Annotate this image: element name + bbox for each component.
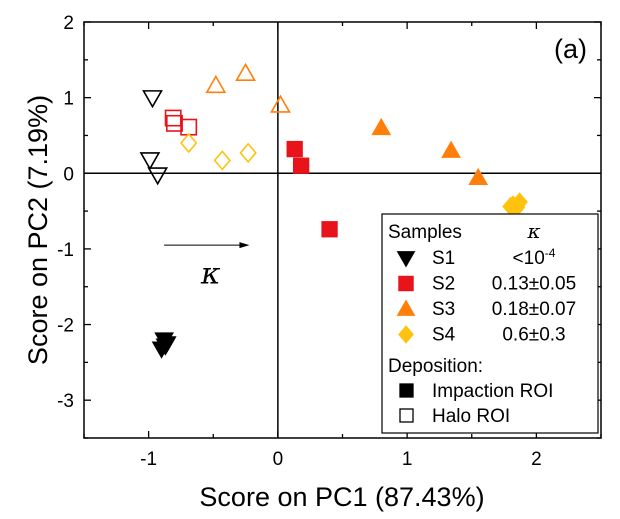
- point-s2-impaction: [321, 221, 338, 238]
- point-s3-halo: [270, 94, 291, 113]
- point-s2-halo: [164, 109, 182, 127]
- legend-marker-s4: [398, 325, 414, 344]
- legend-sample-label: S2: [432, 274, 455, 295]
- point-s3-halo: [235, 62, 256, 81]
- point-s3-impaction: [371, 117, 392, 136]
- legend-deposition-header: Deposition:: [388, 356, 483, 377]
- legend-deposition-marker: [399, 408, 414, 423]
- legend-header-kappa: κ: [526, 219, 540, 243]
- legend-kappa-exponent: -4: [545, 246, 556, 260]
- y-axis-title: Score on PC2 (7.19%): [23, 95, 53, 365]
- x-tick-label: 1: [402, 449, 413, 470]
- legend-deposition-marker: [399, 383, 414, 398]
- point-s1-impaction: [155, 338, 176, 356]
- legend-sample-label: S3: [432, 299, 455, 320]
- y-tick-label: 0: [63, 164, 74, 185]
- legend-kappa-value: 0.18±0.07: [492, 299, 576, 320]
- axis-ticks: -1 0 1 2 -3 -2 -1 0 1 2: [57, 13, 602, 470]
- data-points: [139, 62, 528, 359]
- y-tick-label: -2: [57, 316, 74, 337]
- legend-marker-s2: [398, 275, 414, 292]
- y-tick-label: -1: [57, 240, 74, 261]
- x-axis-title: Score on PC1 (87.43%): [199, 482, 484, 512]
- legend-header-samples: Samples: [388, 222, 462, 243]
- point-s1-halo: [142, 90, 163, 109]
- kappa-arrow-head: [239, 242, 250, 249]
- point-s2-impaction: [292, 157, 310, 174]
- kappa-annotation-label: κ: [200, 256, 221, 291]
- y-tick-label: -3: [57, 391, 74, 412]
- zero-lines: [84, 22, 601, 438]
- legend-deposition-label: Halo ROI: [432, 406, 510, 427]
- point-s1-halo: [147, 167, 169, 186]
- legend-kappa-value: 0.6±0.3: [502, 325, 565, 346]
- kappa-arrow-annotation: κ: [164, 242, 250, 291]
- legend-marker-s3: [396, 299, 416, 316]
- point-s2-halo: [180, 118, 198, 136]
- point-s4-halo: [179, 132, 198, 154]
- legend-sample-label: S1: [432, 248, 455, 269]
- point-s1-halo: [139, 152, 161, 171]
- point-s3-impaction: [441, 140, 461, 158]
- point-s2-impaction: [286, 140, 303, 158]
- legend-kappa-value: 0.13±0.05: [492, 274, 576, 295]
- point-s4-halo: [213, 150, 231, 171]
- x-tick-label: -1: [140, 449, 157, 470]
- point-s3-impaction: [468, 167, 489, 186]
- legend-box: [381, 213, 599, 434]
- panel-label: (a): [554, 34, 587, 64]
- y-tick-label: 1: [63, 89, 74, 110]
- y-tick-label: 2: [63, 13, 74, 34]
- point-s4-halo: [239, 142, 257, 164]
- point-s3-halo: [205, 74, 227, 94]
- x-tick-label: 2: [531, 449, 542, 470]
- legend-sample-label: S4: [432, 325, 456, 346]
- legend-marker-s1: [396, 251, 416, 268]
- legend-deposition-label: Impaction ROI: [432, 381, 553, 402]
- x-tick-label: 0: [273, 449, 284, 470]
- point-s2-halo: [166, 114, 183, 132]
